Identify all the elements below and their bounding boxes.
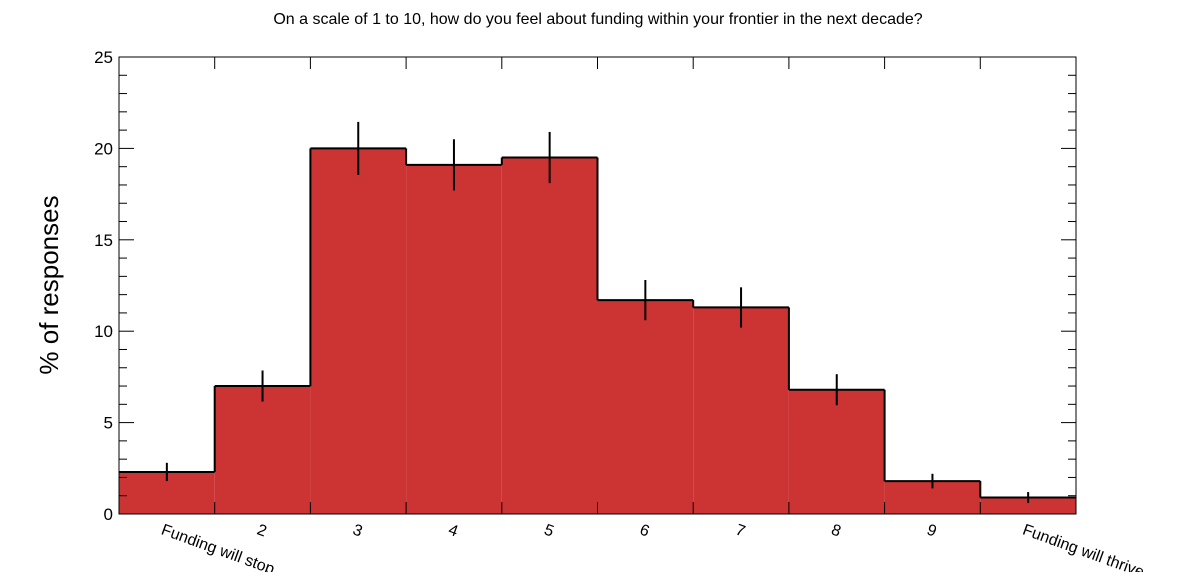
- x-tick-label: 6: [637, 522, 651, 541]
- x-tick-label: 7: [733, 522, 747, 541]
- bar: [501, 157, 598, 515]
- x-tick-label: 2: [255, 522, 269, 541]
- y-tick-label: 20: [94, 139, 113, 158]
- x-tick-label: 5: [542, 522, 556, 541]
- y-axis-label: % of responses: [34, 195, 64, 374]
- bar: [310, 148, 407, 514]
- x-tick-label: 3: [350, 522, 364, 541]
- chart-title: On a scale of 1 to 10, how do you feel a…: [273, 11, 922, 28]
- bar: [597, 300, 694, 514]
- y-tick-label: 25: [94, 48, 113, 67]
- y-tick-label: 0: [104, 505, 113, 524]
- y-tick-label: 15: [94, 231, 113, 250]
- y-tick-label: 10: [94, 322, 113, 341]
- bar: [788, 389, 885, 514]
- x-tick-label: 9: [925, 522, 939, 541]
- bar: [214, 386, 311, 514]
- bar: [980, 497, 1076, 514]
- x-tick-label: 4: [446, 522, 460, 541]
- x-tick-label: Funding will thrive: [1020, 522, 1146, 572]
- x-tick-label: 8: [829, 522, 843, 541]
- bar: [406, 164, 502, 515]
- bar: [693, 307, 789, 514]
- y-tick-label: 5: [104, 414, 113, 433]
